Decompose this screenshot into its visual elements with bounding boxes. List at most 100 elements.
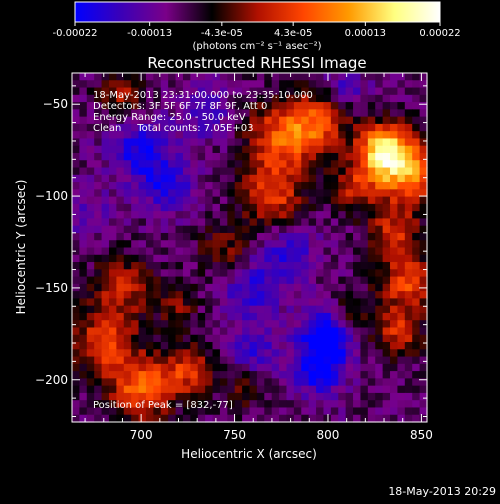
heatmap-cell <box>101 87 110 96</box>
heatmap-cell <box>79 145 88 154</box>
heatmap-cell <box>94 211 103 220</box>
heatmap-cell <box>242 262 251 270</box>
heatmap-cell <box>412 196 421 205</box>
heatmap-cell <box>182 400 191 409</box>
heatmap-cell <box>390 102 399 110</box>
heatmap-cell <box>330 400 339 409</box>
heatmap-cell <box>116 327 125 336</box>
heatmap-cell <box>353 123 362 132</box>
heatmap-cell <box>367 123 376 132</box>
heatmap-cell <box>227 320 236 329</box>
heatmap-cell <box>382 225 391 234</box>
heatmap-cell <box>286 356 295 365</box>
heatmap-cell <box>404 189 413 198</box>
heatmap-cell <box>293 407 302 416</box>
heatmap-cell <box>197 385 206 394</box>
heatmap-cell <box>404 291 413 299</box>
heatmap-cell <box>353 189 362 198</box>
heatmap-cell <box>138 145 147 154</box>
heatmap-cell <box>234 73 243 81</box>
heatmap-cell <box>264 174 273 183</box>
heatmap-cell <box>308 371 317 379</box>
heatmap-cell <box>227 218 236 227</box>
heatmap-cell <box>212 145 221 154</box>
heatmap-cell <box>175 94 184 103</box>
heatmap-cell <box>138 334 147 343</box>
heatmap-cell <box>168 320 177 329</box>
heatmap-cell <box>419 131 428 140</box>
heatmap-cell <box>108 116 117 125</box>
heatmap-cell <box>308 131 317 140</box>
heatmap-cell <box>175 80 184 89</box>
heatmap-cell <box>72 327 80 336</box>
heatmap-cell <box>419 334 428 343</box>
heatmap-cell <box>131 152 140 161</box>
heatmap-cell <box>271 356 280 365</box>
annotation-energy-range: Energy Range: 25.0 - 50.0 keV <box>93 112 246 123</box>
heatmap-cell <box>360 298 369 307</box>
heatmap-cell <box>108 363 117 372</box>
heatmap-cell <box>145 349 154 358</box>
x-tick-label: 700 <box>130 428 153 442</box>
heatmap-cell <box>353 342 362 350</box>
heatmap-cell <box>190 349 199 358</box>
heatmap-cell <box>419 298 428 307</box>
heatmap-cell <box>94 182 103 190</box>
heatmap-cell <box>249 145 258 154</box>
heatmap-cell <box>353 371 362 379</box>
heatmap-cell <box>79 254 88 263</box>
heatmap-cell <box>138 73 147 81</box>
heatmap-cell <box>375 378 384 387</box>
heatmap-cell <box>382 138 391 147</box>
heatmap-cell <box>293 312 302 321</box>
heatmap-cell <box>353 320 362 329</box>
heatmap-cell <box>116 342 125 350</box>
heatmap-cell <box>256 232 265 241</box>
heatmap-cell <box>101 211 110 220</box>
heatmap-cell <box>205 312 214 321</box>
heatmap-cell <box>123 240 132 249</box>
heatmap-cell <box>360 80 369 89</box>
heatmap-cell <box>197 182 206 190</box>
heatmap-cell <box>138 211 147 220</box>
heatmap-cell <box>256 400 265 409</box>
heatmap-cell <box>131 102 140 110</box>
heatmap-cell <box>205 269 214 278</box>
heatmap-cell <box>323 385 332 394</box>
heatmap-cell <box>271 392 280 401</box>
heatmap-cell <box>338 356 347 365</box>
heatmap-cell <box>256 174 265 183</box>
heatmap-cell <box>219 371 228 379</box>
heatmap-cell <box>382 371 391 379</box>
heatmap-cell <box>293 123 302 132</box>
heatmap-cell <box>264 218 273 227</box>
heatmap-cell <box>86 116 95 125</box>
heatmap-cell <box>353 203 362 212</box>
heatmap-cell <box>360 87 369 96</box>
heatmap-cell <box>293 160 302 169</box>
heatmap-cell <box>131 138 140 147</box>
heatmap-cell <box>271 349 280 358</box>
heatmap-cell <box>79 218 88 227</box>
heatmap-cell <box>94 73 103 81</box>
heatmap-cell <box>94 392 103 401</box>
heatmap-cell <box>375 232 384 241</box>
heatmap-cell <box>404 94 413 103</box>
heatmap-cell <box>227 385 236 394</box>
heatmap-cell <box>316 218 325 227</box>
heatmap-cell <box>330 392 339 401</box>
heatmap-cell <box>271 334 280 343</box>
heatmap-cell <box>197 414 206 423</box>
heatmap-cell <box>404 254 413 263</box>
heatmap-cell <box>175 298 184 307</box>
heatmap-cell <box>353 225 362 234</box>
heatmap-cell <box>353 218 362 227</box>
heatmap-cell <box>190 211 199 220</box>
heatmap-cell <box>160 414 169 423</box>
heatmap-cell <box>160 407 169 416</box>
heatmap-cell <box>168 254 177 263</box>
heatmap-cell <box>219 312 228 321</box>
heatmap-cell <box>323 254 332 263</box>
heatmap-cell <box>316 283 325 292</box>
heatmap-cell <box>286 152 295 161</box>
